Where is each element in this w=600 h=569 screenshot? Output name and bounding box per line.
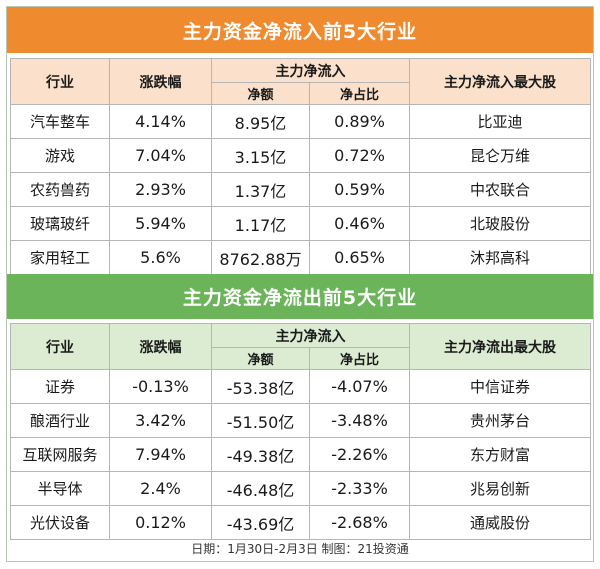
net-cell: -43.69亿 <box>211 505 310 540</box>
table-row: 家用轻工 5.6% 8762.88万 0.65% 沐邦高科 <box>10 240 591 275</box>
inflow-table: 行业 涨跌幅 主力净流入 主力净流入最大股 净额 净占比 汽车整车 4.14% 8.… <box>10 58 591 275</box>
footer-note: 日期：1月30日-2月3日 制图：21投资通 <box>191 542 409 556</box>
change-cell: 7.94% <box>109 437 212 472</box>
industry-cell: 酿酒行业 <box>10 403 110 438</box>
ratio-cell: 0.59% <box>309 172 410 207</box>
net-cell: 3.15亿 <box>211 138 310 173</box>
inflow-header-row-1: 行业 涨跌幅 主力净流入 主力净流入最大股 <box>10 58 591 105</box>
industry-cell: 光伏设备 <box>10 505 110 540</box>
ratio-cell: 0.72% <box>309 138 410 173</box>
table-row: 农药兽药 2.93% 1.37亿 0.59% 中农联合 <box>10 172 591 207</box>
header-industry: 行业 <box>10 323 110 370</box>
outflow-title: 主力资金净流出前5大行业 <box>7 274 593 319</box>
header-change: 涨跌幅 <box>109 58 212 105</box>
industry-cell: 汽车整车 <box>10 104 110 139</box>
ratio-cell: -3.48% <box>309 403 410 438</box>
ratio-cell: 0.46% <box>309 206 410 241</box>
industry-cell: 家用轻工 <box>10 240 110 275</box>
top-stock-cell: 中农联合 <box>409 172 591 207</box>
header-group: 主力净流入 <box>211 323 410 348</box>
table-row: 玻璃玻纤 5.94% 1.17亿 0.46% 北玻股份 <box>10 206 591 241</box>
top-stock-cell: 贵州茅台 <box>409 403 591 438</box>
header-industry: 行业 <box>10 58 110 105</box>
net-cell: -53.38亿 <box>211 369 310 404</box>
header-change: 涨跌幅 <box>109 323 212 370</box>
net-cell: 8762.88万 <box>211 240 310 275</box>
inflow-header-row-2: 净额 净占比 <box>11 82 591 105</box>
change-cell: 2.93% <box>109 172 212 207</box>
industry-cell: 互联网服务 <box>10 437 110 472</box>
fund-flow-infographic: 主力资金净流入前5大行业 行业 涨跌幅 主力净流入 主力净流入最大股 净额 净占… <box>6 6 594 562</box>
net-cell: -49.38亿 <box>211 437 310 472</box>
ratio-cell: -4.07% <box>309 369 410 404</box>
ratio-cell: -2.26% <box>309 437 410 472</box>
outflow-table: 行业 涨跌幅 主力净流入 主力净流出最大股 净额 净占比 证券 -0.13% -53… <box>10 323 591 540</box>
net-cell: 1.17亿 <box>211 206 310 241</box>
top-stock-cell: 沐邦高科 <box>409 240 591 275</box>
net-cell: -46.48亿 <box>211 471 310 506</box>
change-cell: 5.94% <box>109 206 212 241</box>
industry-cell: 游戏 <box>10 138 110 173</box>
table-row: 酿酒行业 3.42% -51.50亿 -3.48% 贵州茅台 <box>10 403 591 438</box>
top-stock-cell: 东方财富 <box>409 437 591 472</box>
header-ratio: 净占比 <box>309 347 410 370</box>
table-row: 游戏 7.04% 3.15亿 0.72% 昆仑万维 <box>10 138 591 173</box>
change-cell: 7.04% <box>109 138 212 173</box>
header-net: 净额 <box>211 347 310 370</box>
header-top-stock: 主力净流入最大股 <box>409 58 591 105</box>
top-stock-cell: 中信证券 <box>409 369 591 404</box>
outflow-header-row-1: 行业 涨跌幅 主力净流入 主力净流出最大股 <box>10 323 591 370</box>
table-row: 半导体 2.4% -46.48亿 -2.33% 兆易创新 <box>10 471 591 506</box>
industry-cell: 玻璃玻纤 <box>10 206 110 241</box>
industry-cell: 半导体 <box>10 471 110 506</box>
top-stock-cell: 兆易创新 <box>409 471 591 506</box>
change-cell: -0.13% <box>109 369 212 404</box>
top-stock-cell: 通威股份 <box>409 505 591 540</box>
table-row: 光伏设备 0.12% -43.69亿 -2.68% 通威股份 <box>10 505 591 540</box>
inflow-title: 主力资金净流入前5大行业 <box>7 7 593 53</box>
outflow-header-row-2: 净额 净占比 <box>11 347 591 370</box>
table-row: 证券 -0.13% -53.38亿 -4.07% 中信证券 <box>10 369 591 404</box>
table-row: 互联网服务 7.94% -49.38亿 -2.26% 东方财富 <box>10 437 591 472</box>
net-cell: 8.95亿 <box>211 104 310 139</box>
net-cell: 1.37亿 <box>211 172 310 207</box>
header-net: 净额 <box>211 82 310 105</box>
header-top-stock: 主力净流出最大股 <box>409 323 591 370</box>
change-cell: 0.12% <box>109 505 212 540</box>
ratio-cell: 0.89% <box>309 104 410 139</box>
change-cell: 4.14% <box>109 104 212 139</box>
header-group: 主力净流入 <box>211 58 410 83</box>
net-cell: -51.50亿 <box>211 403 310 438</box>
ratio-cell: -2.33% <box>309 471 410 506</box>
ratio-cell: 0.65% <box>309 240 410 275</box>
table-row: 汽车整车 4.14% 8.95亿 0.89% 比亚迪 <box>10 104 591 139</box>
industry-cell: 证券 <box>10 369 110 404</box>
top-stock-cell: 昆仑万维 <box>409 138 591 173</box>
industry-cell: 农药兽药 <box>10 172 110 207</box>
change-cell: 3.42% <box>109 403 212 438</box>
ratio-cell: -2.68% <box>309 505 410 540</box>
change-cell: 2.4% <box>109 471 212 506</box>
header-ratio: 净占比 <box>309 82 410 105</box>
top-stock-cell: 北玻股份 <box>409 206 591 241</box>
change-cell: 5.6% <box>109 240 212 275</box>
top-stock-cell: 比亚迪 <box>409 104 591 139</box>
